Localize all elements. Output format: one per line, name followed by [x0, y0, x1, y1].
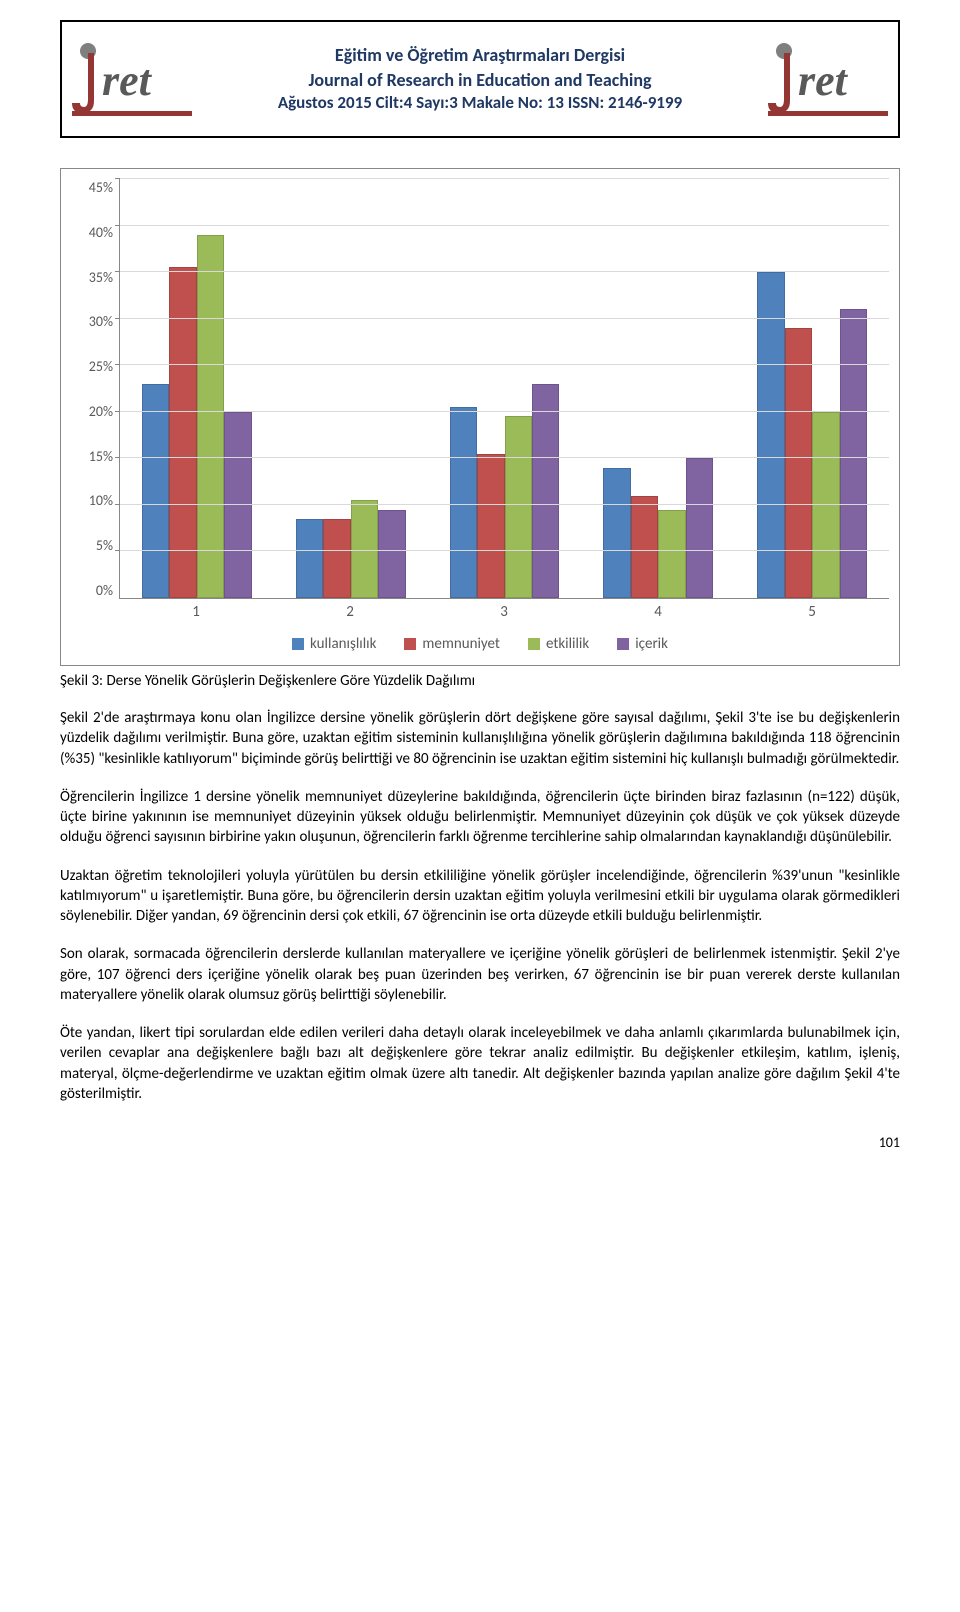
legend-item: içerik	[617, 635, 668, 653]
jret-logo-icon: ret	[768, 39, 888, 119]
bar	[603, 468, 630, 598]
y-tick-label: 45%	[89, 179, 113, 196]
y-tick-label: 40%	[89, 224, 113, 241]
legend-swatch-icon	[617, 638, 629, 650]
legend-label: memnuniyet	[422, 635, 500, 653]
y-tick-label: 30%	[89, 313, 113, 330]
logo-left: ret	[62, 39, 202, 119]
svg-text:ret: ret	[798, 56, 849, 105]
y-tick-label: 10%	[89, 492, 113, 509]
y-tick-label: 35%	[89, 269, 113, 286]
figure-3-caption: Şekil 3: Derse Yönelik Görüşlerin Değişk…	[60, 672, 900, 690]
bar	[296, 519, 323, 598]
journal-title-block: Eğitim ve Öğretim Araştırmaları Dergisi …	[202, 43, 758, 115]
y-tick-label: 25%	[89, 358, 113, 375]
y-tick-label: 5%	[96, 537, 113, 554]
chart-x-axis: 12345	[119, 599, 889, 621]
bar	[142, 384, 169, 598]
legend-swatch-icon	[404, 638, 416, 650]
y-tick-label: 20%	[89, 403, 113, 420]
bar	[658, 510, 685, 598]
y-tick-label: 0%	[96, 582, 113, 599]
chart-legend: kullanışlılık memnuniyet etkililik içerik	[71, 621, 889, 659]
chart-plot-area	[119, 179, 889, 599]
bar	[757, 272, 784, 598]
legend-label: kullanışlılık	[310, 635, 376, 653]
legend-label: etkililik	[546, 635, 589, 653]
legend-item: etkililik	[528, 635, 589, 653]
journal-title-tr: Eğitim ve Öğretim Araştırmaları Dergisi	[202, 43, 758, 67]
bar	[812, 412, 839, 598]
svg-text:ret: ret	[102, 56, 153, 105]
bar-group	[428, 179, 582, 598]
chart-bar-groups	[120, 179, 889, 598]
journal-header: ret Eğitim ve Öğretim Araştırmaları Derg…	[60, 20, 900, 138]
bar	[532, 384, 559, 598]
x-tick-label: 1	[119, 603, 273, 621]
x-tick-label: 4	[581, 603, 735, 621]
bar	[686, 458, 713, 598]
legend-item: kullanışlılık	[292, 635, 376, 653]
body-paragraph: Uzaktan öğretim teknolojileri yoluyla yü…	[60, 866, 900, 927]
body-paragraph: Öğrencilerin İngilizce 1 dersine yönelik…	[60, 787, 900, 848]
legend-label: içerik	[635, 635, 668, 653]
bar	[378, 510, 405, 598]
bar	[197, 235, 224, 598]
bar	[505, 416, 532, 598]
bar	[785, 328, 812, 598]
body-paragraph: Öte yandan, likert tipi sorulardan elde …	[60, 1023, 900, 1104]
journal-title-en: Journal of Research in Education and Tea…	[202, 68, 758, 92]
body-paragraph: Şekil 2'de araştırmaya konu olan İngiliz…	[60, 708, 900, 769]
legend-swatch-icon	[292, 638, 304, 650]
bar	[224, 412, 251, 598]
page-number: 101	[60, 1134, 900, 1151]
bar	[450, 407, 477, 598]
y-tick-label: 15%	[89, 448, 113, 465]
x-tick-label: 2	[273, 603, 427, 621]
chart-y-axis: 45% 40% 35% 30% 25% 20% 15% 10% 5% 0%	[71, 179, 119, 599]
bar-group	[274, 179, 428, 598]
legend-item: memnuniyet	[404, 635, 500, 653]
logo-right: ret	[758, 39, 898, 119]
jret-logo-icon: ret	[72, 39, 192, 119]
bar	[351, 500, 378, 598]
legend-swatch-icon	[528, 638, 540, 650]
body-paragraph: Son olarak, sormacada öğrencilerin dersl…	[60, 944, 900, 1005]
bar	[323, 519, 350, 598]
bar	[477, 454, 504, 598]
bar-group	[581, 179, 735, 598]
journal-issue-line: Ağustos 2015 Cilt:4 Sayı:3 Makale No: 13…	[202, 92, 758, 115]
bar-group	[120, 179, 274, 598]
x-tick-label: 3	[427, 603, 581, 621]
x-tick-label: 5	[735, 603, 889, 621]
figure-3-chart: 45% 40% 35% 30% 25% 20% 15% 10% 5% 0% 12345 kulla…	[60, 168, 900, 666]
bar	[840, 309, 867, 598]
bar	[631, 496, 658, 598]
bar-group	[735, 179, 889, 598]
